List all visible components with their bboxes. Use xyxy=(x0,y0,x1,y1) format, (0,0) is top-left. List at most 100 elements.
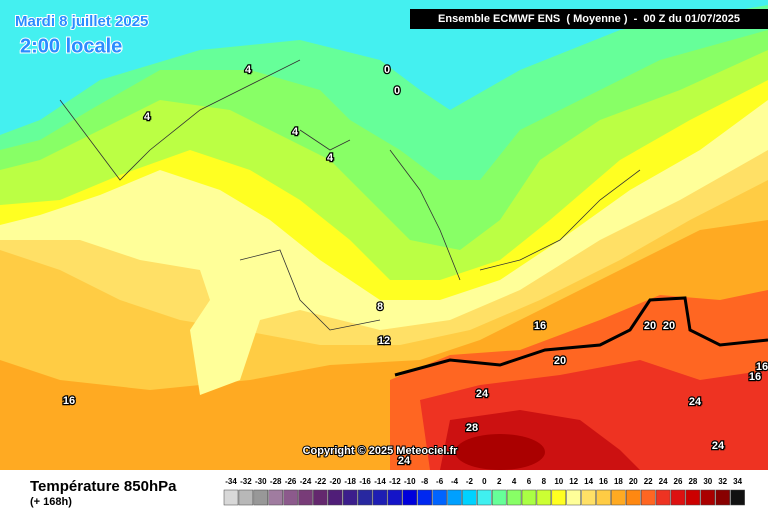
footer-subtitle: (+ 168h) xyxy=(30,496,72,508)
contour-label: 4 xyxy=(292,126,299,138)
legend-label: -16 xyxy=(359,477,371,486)
legend-swatch xyxy=(447,489,462,506)
legend-label: 32 xyxy=(718,477,727,486)
legend-label: 22 xyxy=(644,477,653,486)
legend-swatch xyxy=(715,489,730,506)
legend-label: 16 xyxy=(599,477,608,486)
legend-label: -2 xyxy=(466,477,474,486)
legend-label: -14 xyxy=(374,477,386,486)
run-info: Ensemble ECMWF ENS ( Moyenne ) - 00 Z du… xyxy=(438,13,740,25)
legend-swatch xyxy=(477,489,492,506)
band-0 xyxy=(0,0,768,135)
legend-swatch xyxy=(387,489,403,506)
legend-swatch xyxy=(655,489,671,506)
legend-swatch xyxy=(283,489,298,506)
copyright: Copyright © 2025 Meteociel.fr xyxy=(303,445,459,457)
legend-label: -18 xyxy=(344,477,356,486)
legend-label: 26 xyxy=(674,477,683,486)
legend-label: -20 xyxy=(330,477,342,486)
legend-label: -8 xyxy=(421,477,429,486)
legend-label: -30 xyxy=(255,477,267,486)
contour-label: 24 xyxy=(398,455,411,467)
local-time: 2:00 locale xyxy=(20,35,122,57)
contour-label: 16 xyxy=(534,320,546,332)
legend-label: -10 xyxy=(404,477,416,486)
contour-20 xyxy=(394,296,768,377)
legend-label: -4 xyxy=(451,477,459,486)
band-28 xyxy=(455,434,545,470)
legend-label: -22 xyxy=(315,477,327,486)
legend-swatch xyxy=(328,489,343,506)
date: Mardi 8 juillet 2025 xyxy=(15,13,148,30)
legend-swatch xyxy=(223,489,239,506)
contour-label: 28 xyxy=(466,422,478,434)
contour-label: 0 xyxy=(384,64,390,76)
contour-label: 20 xyxy=(554,355,566,367)
legend-label: 6 xyxy=(527,477,532,486)
legend-swatch xyxy=(342,489,358,506)
legend-swatch xyxy=(670,489,686,506)
legend-swatch xyxy=(253,489,269,506)
legend-swatch xyxy=(417,489,432,506)
contour-label: 8 xyxy=(377,301,383,313)
legend-swatch xyxy=(566,489,581,506)
footer-title: Température 850hPa xyxy=(30,478,177,495)
legend-label: 2 xyxy=(497,477,502,486)
run-box xyxy=(410,9,768,29)
legend-swatch xyxy=(432,489,447,506)
contour-label: 16 xyxy=(756,361,768,373)
legend-swatch xyxy=(462,489,477,506)
legend-label: 24 xyxy=(659,477,668,486)
legend-label: -26 xyxy=(285,477,297,486)
legend-swatch xyxy=(238,489,254,506)
legend-swatch xyxy=(640,489,656,506)
contour-label: 16 xyxy=(749,371,761,383)
coastline xyxy=(59,59,641,331)
legend-swatch xyxy=(372,489,388,506)
contour-label: 24 xyxy=(689,396,702,408)
legend-label: 8 xyxy=(542,477,547,486)
legend-swatch xyxy=(506,489,522,506)
contour-label: 16 xyxy=(63,395,75,407)
legend-label: 18 xyxy=(614,477,623,486)
legend-swatch xyxy=(313,489,328,506)
legend-label: 10 xyxy=(554,477,563,486)
legend-label: -32 xyxy=(240,477,252,486)
legend-swatch xyxy=(298,489,313,506)
contour-label: 4 xyxy=(245,64,252,76)
legend-label: -34 xyxy=(225,477,237,486)
legend-swatch xyxy=(700,489,716,506)
contour-label: 12 xyxy=(378,335,390,347)
legend-label: 4 xyxy=(512,477,517,486)
map xyxy=(0,0,768,470)
legend-swatch xyxy=(730,489,745,506)
legend-swatch xyxy=(611,489,626,506)
legend-swatch xyxy=(536,489,552,506)
legend-label: 12 xyxy=(569,477,578,486)
legend-label: -28 xyxy=(270,477,282,486)
legend-label: -12 xyxy=(389,477,401,486)
legend-label: 34 xyxy=(733,477,742,486)
contour-label: 4 xyxy=(144,111,151,123)
legend-swatch xyxy=(551,489,567,506)
legend-label: -24 xyxy=(300,477,312,486)
contour-label: 4 xyxy=(327,152,334,164)
legend-label: 30 xyxy=(703,477,712,486)
legend-swatch xyxy=(626,489,641,506)
legend-label: -6 xyxy=(436,477,444,486)
contour-label: 0 xyxy=(394,85,400,97)
legend-swatch xyxy=(402,489,418,506)
legend-swatch xyxy=(596,489,611,506)
legend-label: 28 xyxy=(688,477,697,486)
contour-label: 24 xyxy=(476,388,489,400)
legend-label: 0 xyxy=(482,477,487,486)
legend-label: 14 xyxy=(584,477,593,486)
contour-label: 24 xyxy=(712,440,725,452)
legend: -34 -32 -30 -28 -26 -24 -22 -20 -18 -16 -14 -12 -10-… xyxy=(223,477,745,506)
legend-swatch xyxy=(491,489,507,506)
legend-swatch xyxy=(581,489,596,506)
legend-label: 20 xyxy=(629,477,638,486)
legend-swatch xyxy=(357,489,373,506)
